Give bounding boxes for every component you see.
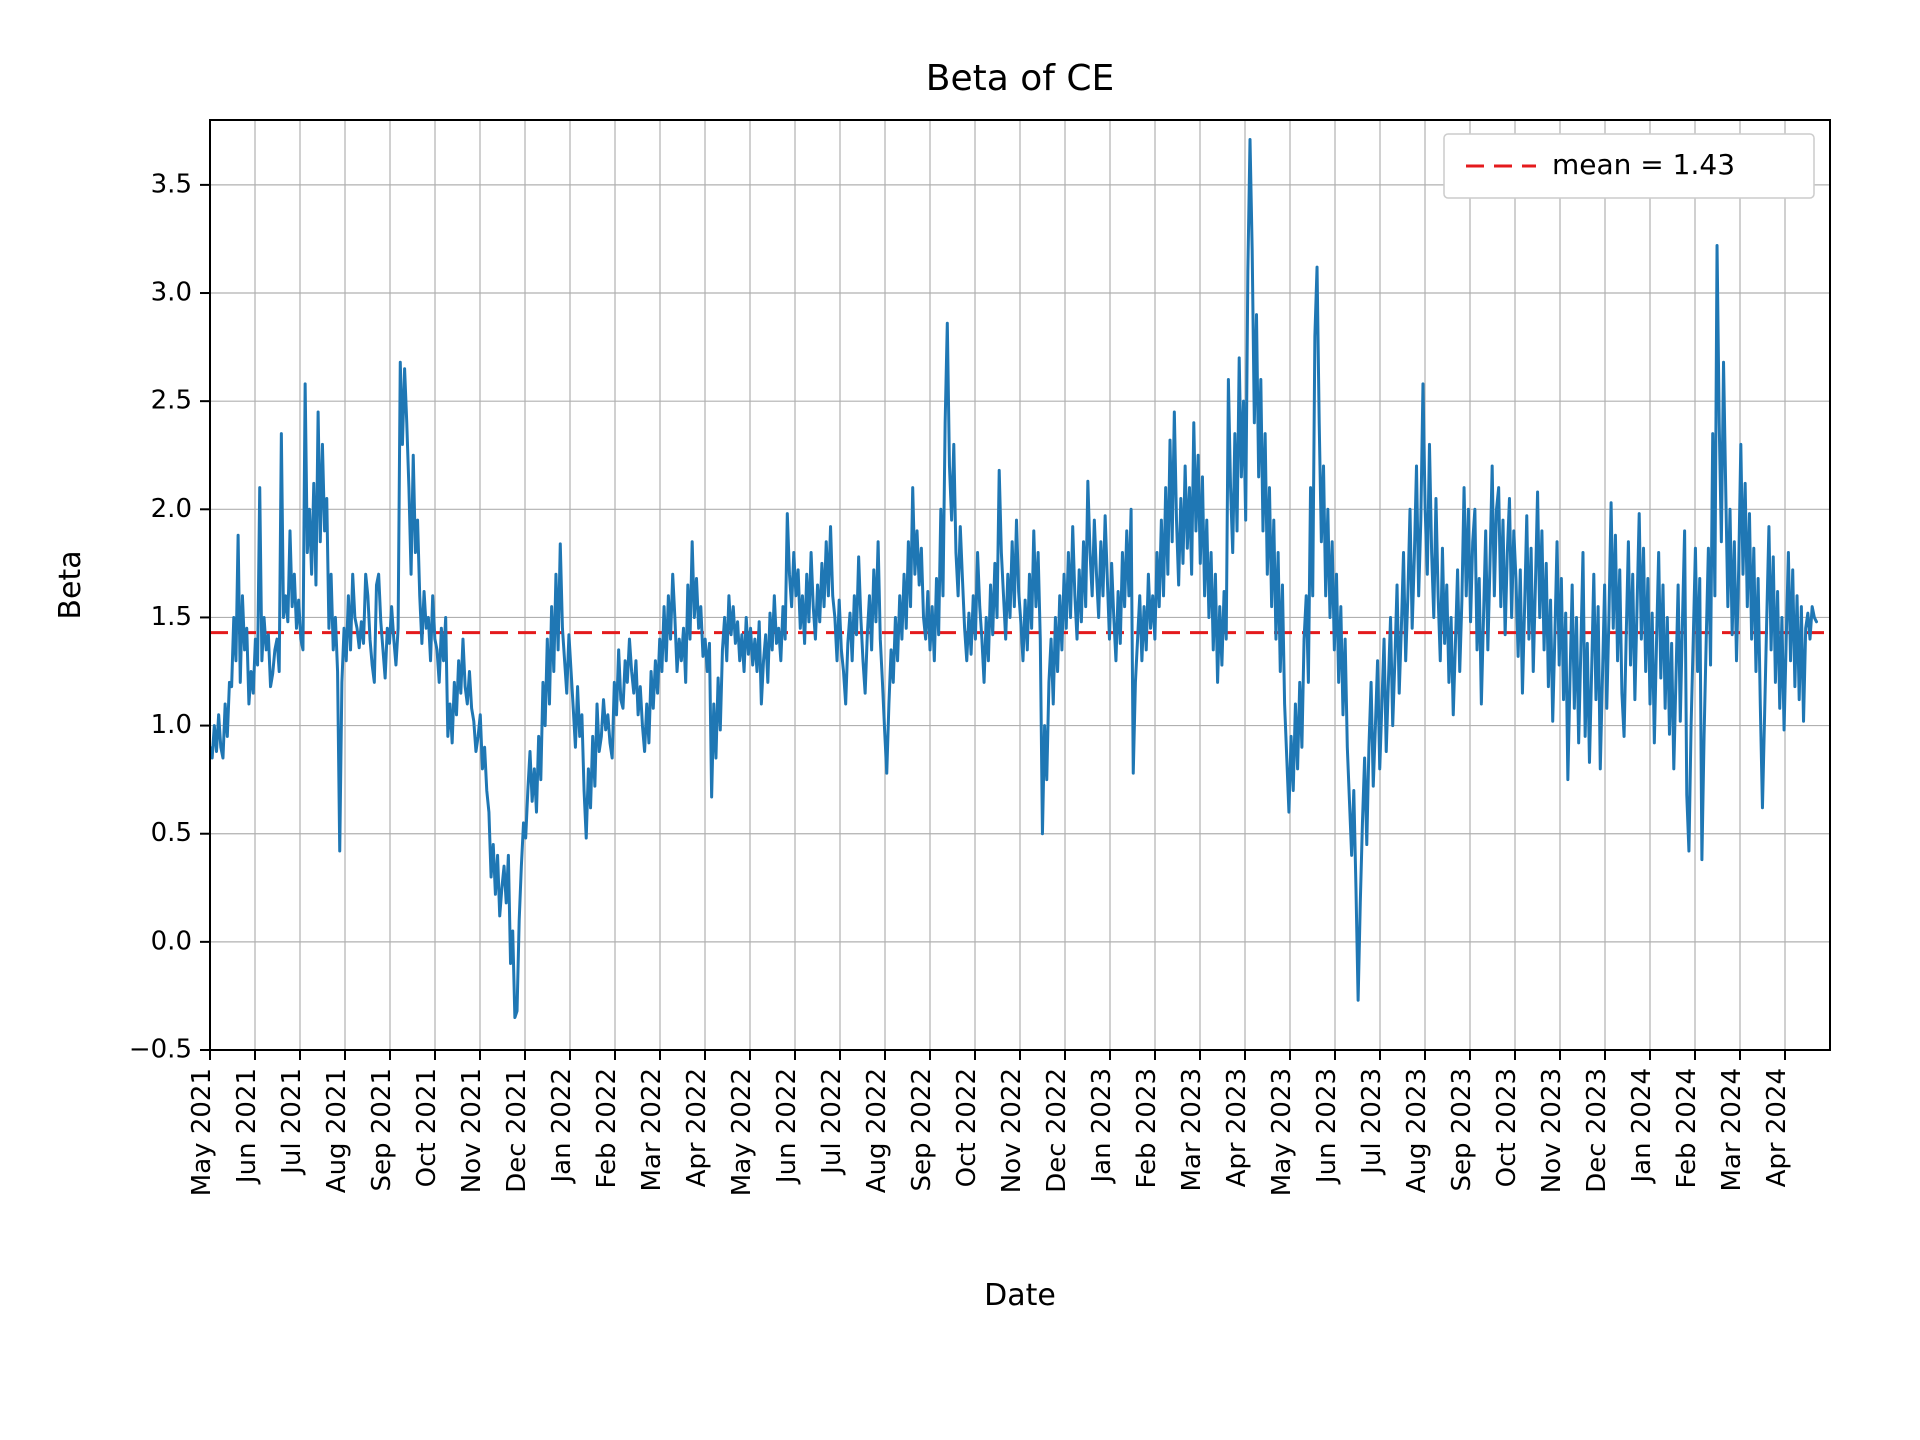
beta-chart: −0.5 0.0 0.5 1.0 1.5 2.0 2.5 3.0 3.5 May 2021 Jun … — [0, 0, 1920, 1440]
x-tick-label: Mar 2022 — [637, 1068, 667, 1192]
y-tick-label: 3.5 — [151, 169, 192, 199]
x-tick-label: Feb 2023 — [1132, 1068, 1162, 1188]
y-tick-label: 1.5 — [151, 602, 192, 632]
x-tick-label: Mar 2023 — [1177, 1068, 1207, 1192]
y-ticks: −0.5 0.0 0.5 1.0 1.5 2.0 2.5 3.0 3.5 — [129, 169, 210, 1064]
x-tick-label: Oct 2023 — [1492, 1068, 1522, 1187]
x-tick-label: Jul 2023 — [1357, 1068, 1387, 1176]
y-tick-label: 2.5 — [151, 386, 192, 416]
y-tick-label: 0.5 — [151, 818, 192, 848]
x-tick-label: Sep 2022 — [907, 1068, 937, 1191]
y-tick-label: 2.0 — [151, 494, 192, 524]
y-tick-label: −0.5 — [129, 1035, 192, 1065]
x-tick-label: Aug 2021 — [322, 1068, 352, 1193]
x-tick-label: Apr 2023 — [1222, 1068, 1252, 1187]
x-tick-label: Jan 2024 — [1627, 1068, 1657, 1185]
x-tick-label: May 2023 — [1267, 1068, 1297, 1196]
x-tick-label: Dec 2022 — [1042, 1068, 1072, 1193]
x-tick-label: Oct 2022 — [952, 1068, 982, 1187]
x-tick-label: Apr 2024 — [1762, 1068, 1792, 1187]
x-tick-label: Jun 2021 — [232, 1068, 262, 1185]
x-tick-label: Nov 2021 — [457, 1068, 487, 1193]
x-tick-label: Feb 2024 — [1672, 1068, 1702, 1188]
legend: mean = 1.43 — [1444, 134, 1814, 198]
x-tick-label: Oct 2021 — [412, 1068, 442, 1187]
x-tick-label: Feb 2022 — [592, 1068, 622, 1188]
chart-container: −0.5 0.0 0.5 1.0 1.5 2.0 2.5 3.0 3.5 May 2021 Jun … — [0, 0, 1920, 1440]
x-tick-label: Jul 2022 — [817, 1068, 847, 1176]
y-axis-label: Beta — [53, 550, 88, 619]
x-axis-label: Date — [984, 1278, 1056, 1313]
x-tick-label: Sep 2021 — [367, 1068, 397, 1191]
x-tick-label: Mar 2024 — [1717, 1068, 1747, 1192]
x-tick-label: Dec 2023 — [1582, 1068, 1612, 1193]
x-tick-label: Jul 2021 — [277, 1068, 307, 1176]
x-tick-label: Aug 2023 — [1402, 1068, 1432, 1193]
x-tick-label: Dec 2021 — [502, 1068, 532, 1193]
x-ticks: May 2021 Jun 2021 Jul 2021 Aug 2021 Sep 2021… — [187, 1050, 1792, 1196]
chart-title: Beta of CE — [926, 58, 1115, 99]
x-tick-label: May 2022 — [727, 1068, 757, 1196]
x-tick-label: Apr 2022 — [682, 1068, 712, 1187]
y-tick-label: 0.0 — [151, 926, 192, 956]
x-tick-label: Nov 2022 — [997, 1068, 1027, 1193]
x-tick-label: Jan 2022 — [547, 1068, 577, 1185]
x-tick-label: Sep 2023 — [1447, 1068, 1477, 1191]
y-tick-label: 3.0 — [151, 278, 192, 308]
x-tick-label: May 2021 — [187, 1068, 217, 1196]
x-tick-label: Jun 2022 — [772, 1068, 802, 1185]
x-tick-label: Nov 2023 — [1537, 1068, 1567, 1193]
x-tick-label: Jun 2023 — [1312, 1068, 1342, 1185]
y-tick-label: 1.0 — [151, 710, 192, 740]
legend-label: mean = 1.43 — [1552, 148, 1735, 181]
x-tick-label: Aug 2022 — [862, 1068, 892, 1193]
x-tick-label: Jan 2023 — [1087, 1068, 1117, 1185]
